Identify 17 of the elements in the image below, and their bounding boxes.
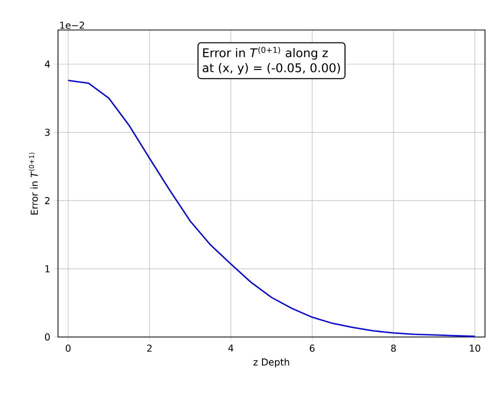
y-axis-title: Error in T$^{(0+1)}$ <box>28 152 38 214</box>
x-tick-label: 0 <box>66 344 71 352</box>
y-tick-label: 4 <box>44 60 50 68</box>
text: 1e−2 <box>60 22 84 29</box>
x-axis-title: z Depth <box>254 358 290 368</box>
y-tick-label: 3 <box>45 128 50 136</box>
y-tick-label: 2 <box>45 197 50 204</box>
line-series <box>67 80 476 338</box>
x-tick-label: 6 <box>310 344 315 352</box>
annotation: Error in T$^{(0+1)}$ along z <box>203 46 328 60</box>
x-tick-label: 4 <box>228 344 234 352</box>
x-tick-label: 2 <box>147 344 152 352</box>
x-tick-label: 8 <box>391 344 396 352</box>
y-tick-label: 1 <box>45 265 50 272</box>
annotation: at (x, y) = (-0.05, 0.00) <box>202 63 340 75</box>
x-tick-label: 10 <box>470 344 480 352</box>
y-tick-label: 0 <box>45 333 50 341</box>
